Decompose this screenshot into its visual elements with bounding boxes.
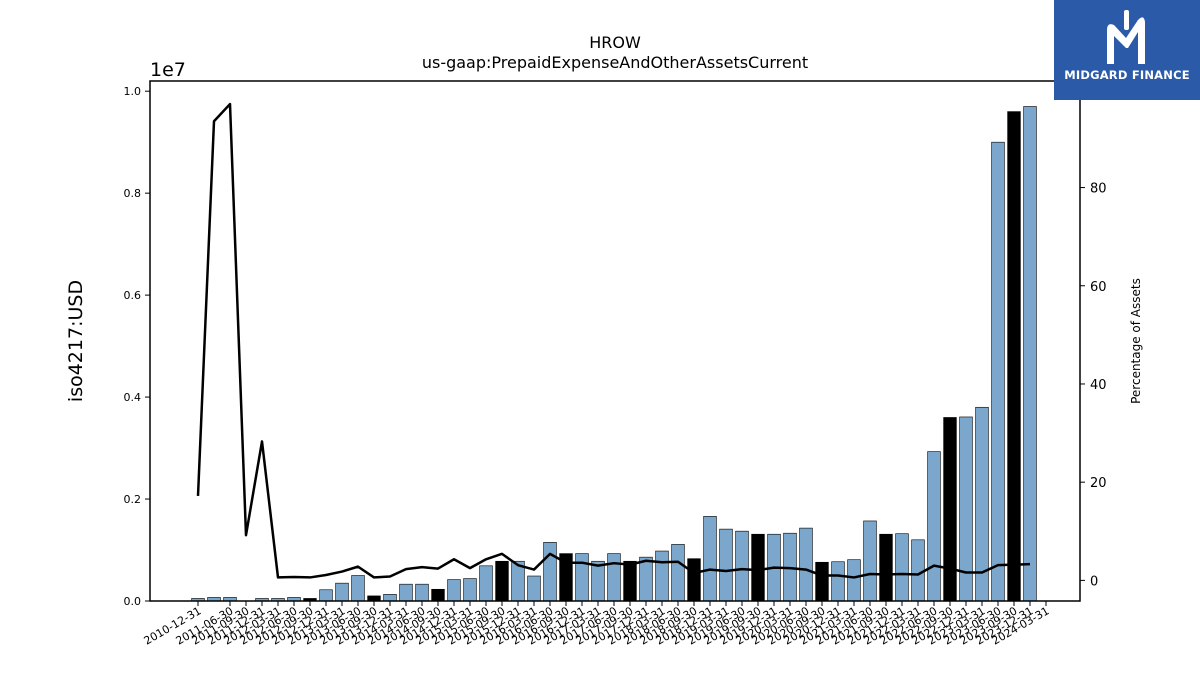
- y2-tick-label: 0: [1090, 574, 1098, 589]
- bar: [703, 516, 717, 602]
- midgard-finance-logo: MIDGARD FINANCE: [1054, 0, 1200, 100]
- y2-tick-label: 40: [1090, 378, 1107, 393]
- y-scale-label: 1e7: [150, 59, 186, 81]
- bar: [527, 575, 541, 602]
- bar: [495, 560, 509, 602]
- bar: [431, 588, 445, 602]
- bar: [879, 533, 893, 602]
- y2-tick-label: 60: [1090, 280, 1107, 295]
- bar: [335, 582, 349, 602]
- y-tick-label: 0.0: [124, 595, 142, 608]
- bar: [575, 553, 589, 602]
- bar: [351, 575, 365, 602]
- bar: [719, 528, 733, 602]
- chart-subtitle: us-gaap:PrepaidExpenseAndOtherAssetsCurr…: [422, 53, 808, 72]
- bar: [447, 579, 461, 602]
- bar: [943, 417, 957, 602]
- bar: [639, 556, 653, 602]
- bar: [831, 561, 845, 602]
- bar: [463, 578, 477, 602]
- y-tick-label: 0.2: [124, 493, 142, 506]
- bars-group: [191, 106, 1037, 602]
- bar: [799, 527, 813, 602]
- logo-mark-icon: [1107, 10, 1145, 64]
- percentage-line: [196, 102, 1031, 579]
- bar: [735, 530, 749, 602]
- y-tick-label: 1.0: [124, 85, 142, 98]
- y-tick-label: 0.8: [124, 187, 142, 200]
- y2-axis-label: Percentage of Assets: [1129, 278, 1143, 404]
- y-tick-label: 0.4: [124, 391, 142, 404]
- y-tick-label: 0.6: [124, 289, 142, 302]
- bar: [623, 560, 637, 602]
- y2-tick-label: 80: [1090, 182, 1107, 197]
- bar: [847, 559, 861, 602]
- x-ticks: 2010-12-312011-06-302011-09-302011-12-31…: [142, 601, 1052, 648]
- bar: [751, 533, 765, 602]
- bar: [895, 533, 909, 602]
- y2-tick-label: 20: [1090, 476, 1107, 491]
- plot-frame: [149, 80, 1081, 602]
- bar: [671, 544, 685, 602]
- chart-title: HROW: [589, 33, 641, 52]
- bar: [991, 141, 1005, 602]
- line-group: [196, 102, 1031, 579]
- bar: [1023, 106, 1037, 602]
- bar: [383, 594, 397, 602]
- bar: [607, 553, 621, 602]
- bar: [367, 595, 381, 602]
- bar: [399, 583, 413, 602]
- bar: [815, 561, 829, 602]
- bar: [319, 589, 333, 602]
- bar: [415, 583, 429, 602]
- bar: [911, 539, 925, 602]
- y-axis-label: iso4217:USD: [65, 280, 87, 402]
- bar: [863, 520, 877, 602]
- y-ticks: 0.0 0.2 0.4 0.6 0.8 1.0: [124, 85, 150, 608]
- bar: [479, 565, 493, 602]
- bar: [687, 558, 701, 602]
- y2-ticks: 0 20 40 60 80: [1080, 182, 1107, 589]
- logo-text: MIDGARD FINANCE: [1064, 68, 1190, 82]
- bar: [591, 560, 605, 602]
- bar: [927, 451, 941, 602]
- bar: [543, 542, 557, 602]
- bar: [655, 550, 669, 602]
- bar: [1007, 111, 1021, 602]
